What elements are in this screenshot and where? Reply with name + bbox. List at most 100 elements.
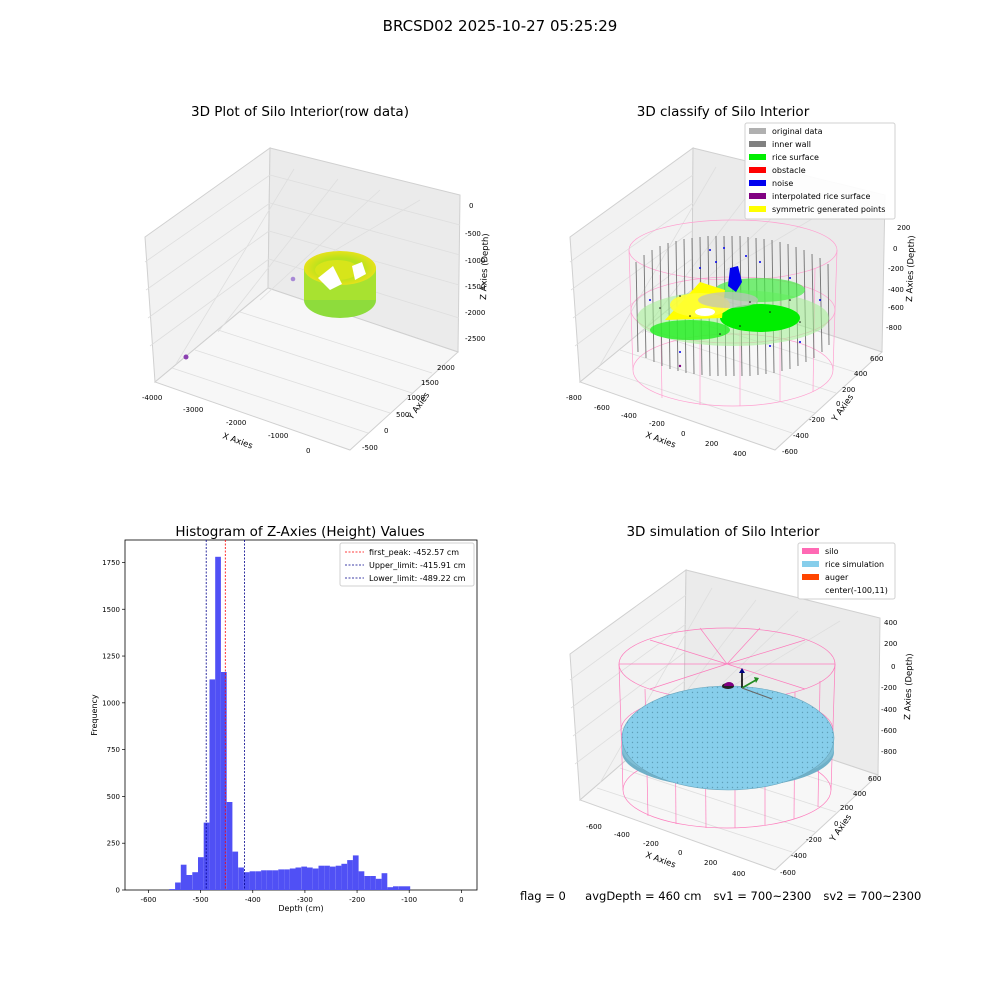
sim-y-tick-5: 400	[853, 790, 866, 798]
raw-point-cloud	[183, 251, 376, 360]
raw-z-tick-3: -1500	[465, 283, 485, 291]
sim-y-tick-3: 0	[834, 820, 838, 828]
raw-z-ticks: 0 -500 -1000 -1500 -2000 -2500	[465, 202, 485, 343]
classify-plot-title: 3D classify of Silo Interior	[636, 104, 810, 120]
classify-x-tick-1: -600	[594, 404, 610, 412]
histogram-bar	[352, 855, 359, 890]
histogram-bar	[381, 873, 388, 890]
sim-x-tick-2: -200	[643, 840, 659, 848]
histogram-x-label: Depth (cm)	[278, 904, 323, 913]
sim-z-tick-1: 200	[884, 640, 897, 648]
flag-text: flag = 0	[520, 889, 566, 903]
histogram-x-ticks: -600 -500 -400 -300 -200 -100 0	[141, 896, 464, 904]
classify-points	[637, 247, 829, 368]
sim-z-tick-4: -400	[881, 706, 897, 714]
sim-y-tick-0: -600	[780, 869, 796, 877]
histogram-bar	[266, 870, 273, 890]
raw-x-tick-1: -3000	[183, 406, 203, 414]
status-footer: flag = 0 avgDepth = 460 cm sv1 = 700~2300…	[520, 889, 933, 903]
legend-label-rice-surface: rice surface	[772, 153, 819, 162]
histogram-bar	[307, 867, 313, 890]
histogram-y-ticks: 0 250 500 750 1000 1250 1500 1750	[102, 559, 120, 895]
legend-swatch-interpolated	[749, 193, 766, 199]
hist-y-tick-7: 1750	[102, 559, 120, 567]
histogram-bar	[169, 889, 175, 890]
raw-z-tick-4: -2000	[465, 309, 485, 317]
classify-z-tick-5: -800	[886, 324, 902, 332]
raw-z-tick-5: -2500	[465, 335, 485, 343]
sv1-text: sv1 = 700~2300	[713, 889, 812, 903]
sim-z-tick-6: -800	[881, 748, 897, 756]
raw-z-tick-0: 0	[469, 202, 473, 210]
histogram-bar	[272, 870, 279, 890]
histogram-bar	[335, 865, 342, 890]
histogram-bar	[404, 886, 411, 890]
simulation-3d-plot: 400 200 0 -200 -400 -600 -800 -600 -400 …	[569, 542, 915, 878]
legend-swatch-symmetric	[749, 206, 766, 212]
histogram-bars	[169, 556, 411, 890]
sim-z-ticks: 400 200 0 -200 -400 -600 -800	[881, 619, 897, 756]
sv2-text: sv2 = 700~2300	[823, 889, 922, 903]
legend-swatch-obstacle	[749, 167, 766, 173]
histogram-bar	[186, 875, 193, 890]
classify-y-tick-0: -600	[782, 448, 798, 456]
histogram-bar	[278, 869, 284, 890]
classify-legend-frame	[744, 122, 896, 220]
classify-y-tick-6: 600	[870, 355, 883, 363]
legend-label-center: center(-100,11)	[825, 586, 888, 595]
raw-x-tick-4: 0	[306, 447, 310, 455]
raw-x-tick-0: -4000	[142, 394, 162, 402]
classify-legend: original data inner wall rice surface ob…	[744, 122, 896, 220]
hist-x-tick-6: 0	[459, 896, 463, 904]
histogram-legend: first_peak: -452.57 cm Upper_limit: -415…	[339, 542, 475, 587]
legend-label-silo: silo	[825, 547, 839, 556]
legend-label-symmetric: symmetric generated points	[772, 205, 885, 214]
histogram-bar	[301, 866, 307, 890]
legend-label-rice-simulation: rice simulation	[825, 560, 884, 569]
classify-y-tick-4: 200	[842, 386, 855, 394]
histogram-bar	[387, 887, 393, 890]
hist-y-tick-4: 1000	[102, 699, 120, 707]
sim-rice-surface	[621, 685, 835, 791]
sim-y-ticks: -600 -400 -200 0 200 400 600	[780, 775, 881, 877]
sim-z-label: Z Axies (Depth)	[903, 653, 915, 720]
raw-z-tick-1: -500	[465, 230, 481, 238]
histogram-bar	[209, 679, 216, 890]
classify-y-tick-3: 0	[836, 400, 840, 408]
sim-y-arrow	[741, 679, 757, 689]
hist-x-tick-2: -400	[245, 896, 261, 904]
sim-x-ticks: -600 -400 -200 0 200 400	[586, 823, 745, 878]
histogram-bar	[358, 871, 365, 890]
legend-swatch-auger	[802, 574, 819, 580]
legend-label-upper-limit: Upper_limit: -415.91 cm	[369, 561, 466, 570]
classify-y-label: Y Axies	[830, 392, 857, 424]
classify-x-tick-2: -400	[621, 412, 637, 420]
histogram-bar	[329, 866, 336, 890]
histogram-bar	[289, 868, 296, 890]
classify-x-tick-6: 400	[733, 450, 746, 458]
histogram-plot: -600 -500 -400 -300 -200 -100 0 0 250 50…	[90, 539, 478, 913]
sim-z-tick-3: -200	[881, 684, 897, 692]
raw-y-tick-1: 0	[384, 427, 388, 435]
classify-x-label: X Axies	[644, 430, 677, 450]
hist-y-tick-0: 0	[116, 887, 120, 895]
raw-floor-pane	[154, 287, 459, 451]
legend-label-original-data: original data	[772, 127, 823, 136]
histogram-reference-lines	[122, 540, 462, 893]
hist-x-tick-4: -200	[349, 896, 365, 904]
hist-y-tick-5: 1250	[102, 653, 120, 661]
classify-z-tick-2: -200	[888, 265, 904, 273]
histogram-bar	[347, 860, 353, 890]
raw-y-ticks: -500 0 500 1000 1500 2000	[362, 364, 455, 452]
classify-x-tick-4: 0	[681, 430, 685, 438]
raw-y-tick-2: 500	[396, 411, 409, 419]
raw-y-tick-0: -500	[362, 444, 378, 452]
legend-swatch-inner-wall	[749, 141, 766, 147]
legend-label-obstacle: obstacle	[772, 166, 806, 175]
sim-x-tick-5: 400	[732, 870, 745, 878]
sim-z-arrowhead	[739, 668, 745, 673]
classify-x-ticks: -800 -600 -400 -200 0 200 400	[566, 394, 746, 458]
histogram-y-label: Frequency	[90, 694, 99, 736]
raw-z-label: Z Axies (Depth)	[479, 233, 491, 300]
classify-y-tick-1: -400	[793, 432, 809, 440]
